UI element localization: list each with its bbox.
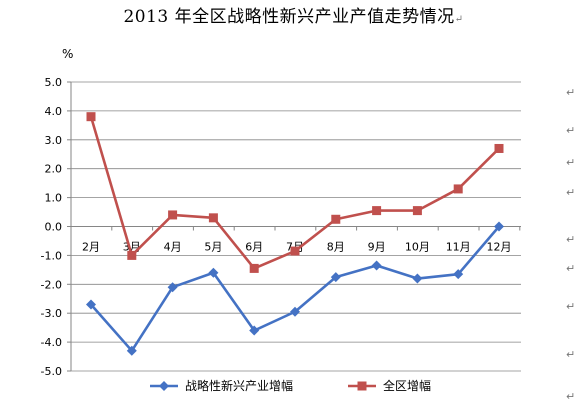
- y-tick-labels: 5.0 4.0 3.0 2.0 1.0 0.0 -1.0 -2.0 -3.0 -4.0 -5.0: [41, 76, 62, 378]
- series-point-diamond: [290, 306, 300, 317]
- y-tick-label: -4.0: [41, 336, 62, 349]
- x-tick-label: 10月: [405, 241, 430, 254]
- y-tick-label: 0.0: [45, 221, 63, 234]
- series-point-diamond: [453, 269, 464, 280]
- y-tick-label: -3.0: [41, 307, 62, 320]
- series-point-square: [168, 210, 178, 220]
- paragraph-mark: ↵: [566, 124, 576, 137]
- series-point-square: [453, 184, 463, 194]
- y-tick-label: -1.0: [41, 249, 62, 262]
- x-tick-label: 6月: [245, 241, 263, 254]
- series-group: [86, 112, 504, 356]
- series-point-diamond: [208, 267, 219, 278]
- x-tick-label: 12月: [487, 241, 512, 254]
- paragraph-mark: ↵: [566, 300, 576, 313]
- paragraph-mark: ↵: [566, 86, 576, 99]
- series-point-diamond: [371, 260, 382, 271]
- series-point-square: [208, 213, 218, 223]
- x-tick-label: 11月: [446, 241, 471, 254]
- document-title-text: 2013 年全区战略性新兴产业产值走势情况: [123, 7, 455, 27]
- y-tick-label: -5.0: [41, 365, 62, 378]
- series-point-square: [290, 246, 300, 256]
- y-tick-label: 2.0: [45, 163, 63, 176]
- series-point-diamond: [412, 273, 423, 284]
- legend-marker-square: [357, 381, 367, 391]
- axes: [67, 81, 521, 372]
- document-title: 2013 年全区战略性新兴产业产值走势情况↵: [0, 2, 587, 27]
- y-tick-label: -2.0: [41, 278, 62, 291]
- grid-lines: [71, 81, 521, 372]
- paragraph-mark: ↵: [566, 186, 576, 199]
- x-tick-label: 5月: [204, 241, 222, 254]
- paragraph-mark: ↵: [566, 348, 576, 361]
- series-point-square: [249, 263, 259, 273]
- paragraph-mark: ↵: [566, 156, 576, 169]
- series-point-diamond: [167, 282, 178, 293]
- series-point-square: [372, 206, 382, 216]
- y-tick-label: 5.0: [45, 76, 63, 89]
- series-point-diamond: [330, 272, 341, 283]
- y-tick-label: 4.0: [45, 105, 63, 118]
- x-tick-label: 2月: [82, 241, 100, 254]
- title-paragraph-mark: ↵: [454, 14, 464, 25]
- y-tick-label: 1.0: [45, 192, 63, 205]
- series-point-square: [412, 206, 422, 216]
- paragraph-mark: ↵: [566, 390, 576, 403]
- x-tick-label: 4月: [164, 241, 182, 254]
- series-point-square: [331, 214, 341, 224]
- legend-label: 战略性新兴产业增幅: [185, 378, 293, 393]
- series-point-square: [127, 250, 137, 260]
- legend: 战略性新兴产业增幅 全区增幅: [150, 378, 431, 393]
- series-point-diamond: [494, 221, 504, 232]
- x-tick-label: 9月: [368, 241, 386, 254]
- series-point-square: [86, 112, 96, 122]
- series-point-square: [494, 143, 504, 153]
- series-point-diamond: [126, 345, 137, 356]
- x-tick-label: 8月: [327, 241, 345, 254]
- legend-label: 全区增幅: [383, 378, 431, 393]
- paragraph-mark: ↵: [566, 233, 576, 246]
- paragraph-mark: ↵: [566, 262, 576, 275]
- y-axis-label: %: [62, 47, 73, 61]
- series-point-diamond: [249, 325, 260, 336]
- legend-marker-diamond: [159, 381, 169, 391]
- y-tick-label: 3.0: [45, 134, 63, 147]
- series-point-diamond: [86, 299, 96, 310]
